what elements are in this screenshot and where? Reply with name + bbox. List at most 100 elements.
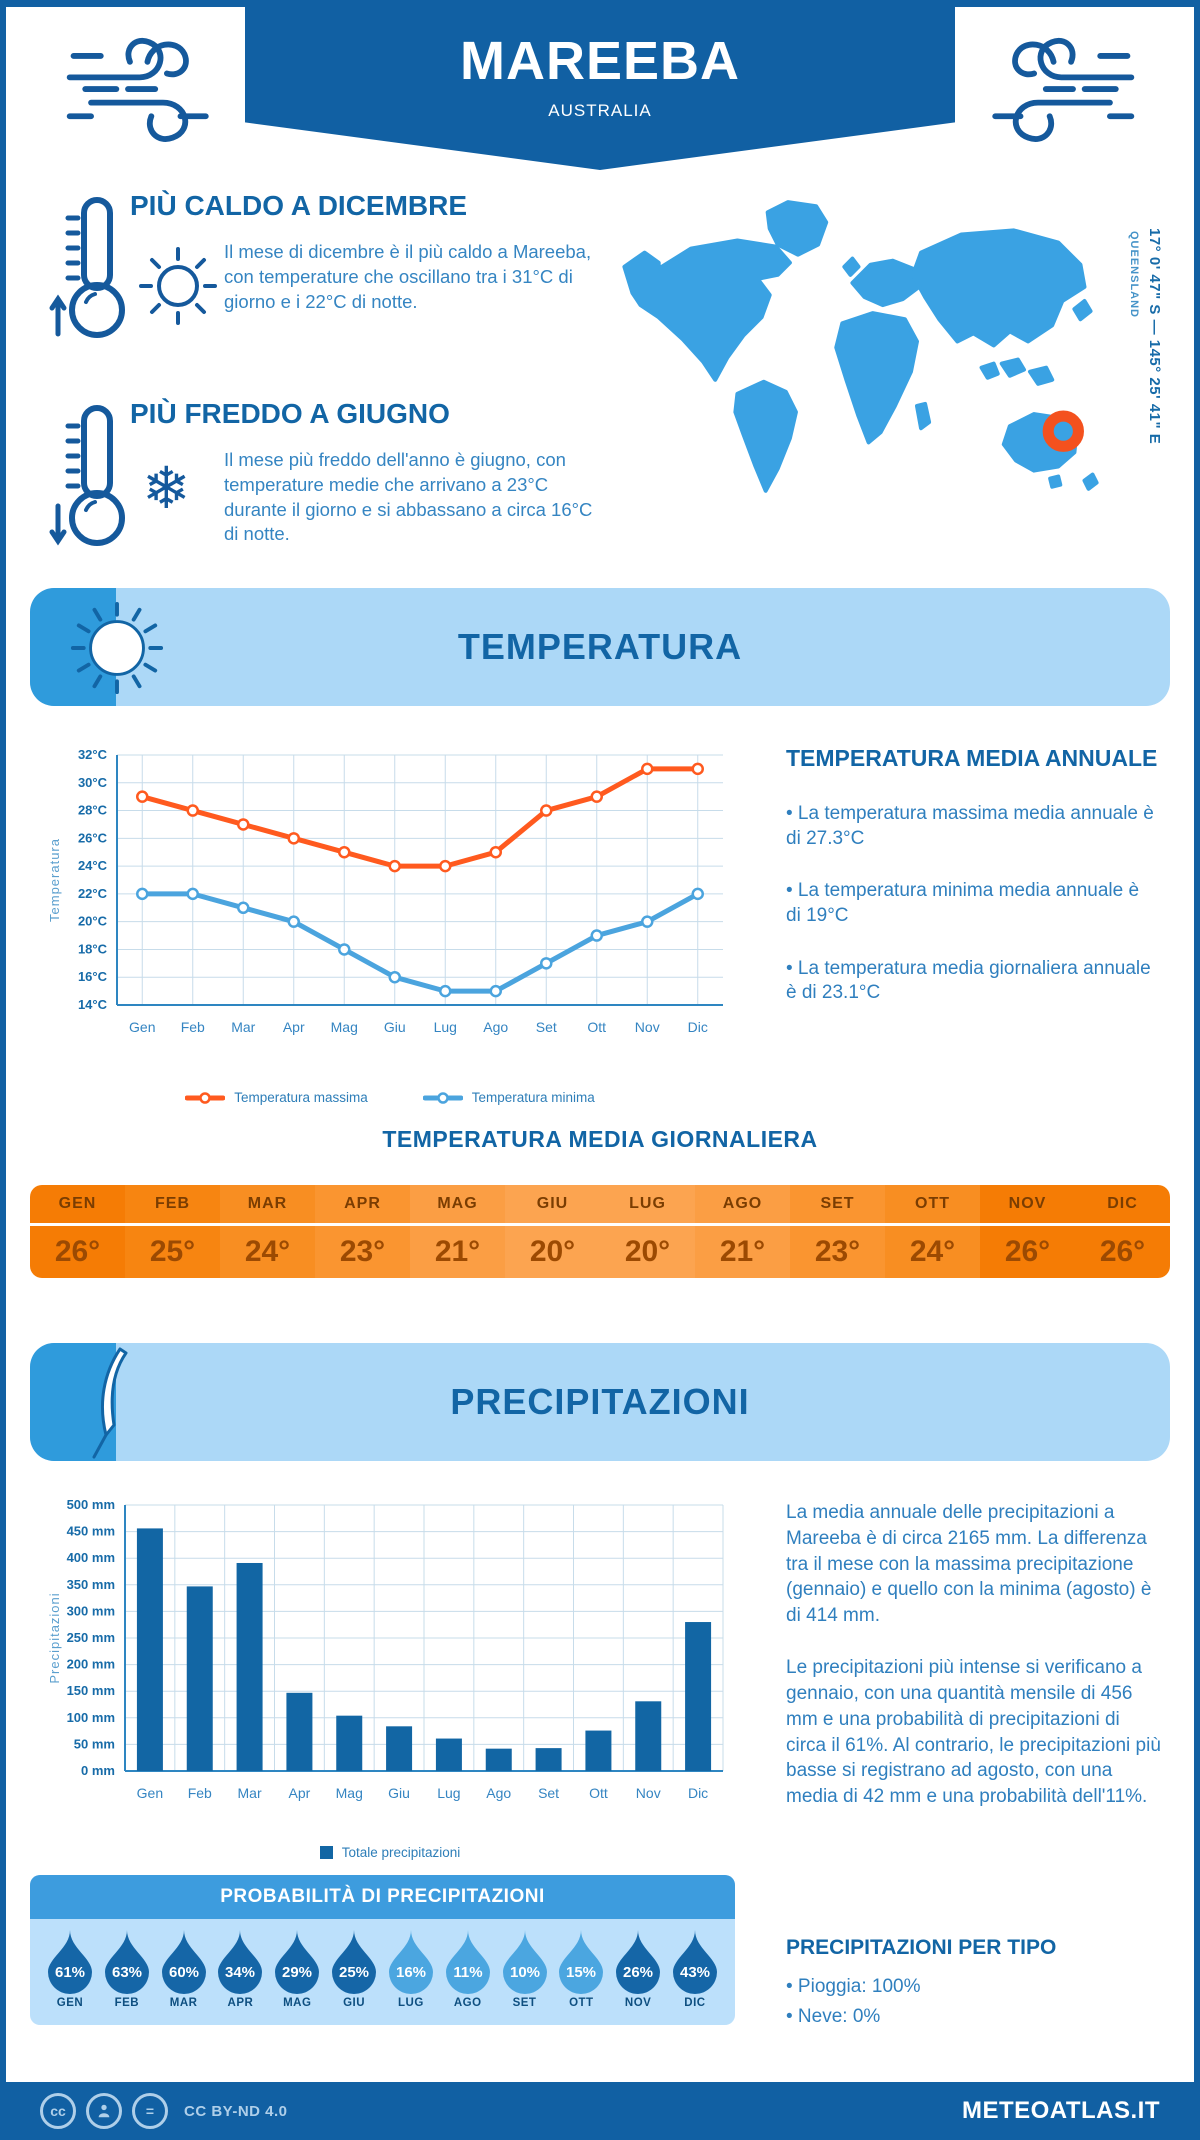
- y-tick-label: 24°C: [78, 858, 108, 873]
- precipitation-paragraph: Le precipitazioni più intense si verific…: [786, 1657, 1161, 1808]
- probability-drop: 34% APR: [214, 1928, 266, 2009]
- temp-value-cell: 26°: [30, 1223, 125, 1278]
- y-tick-label: 32°C: [78, 747, 108, 762]
- land-north-america: [622, 238, 792, 382]
- probability-drop: 26% NOV: [612, 1928, 664, 2009]
- data-point: [489, 845, 502, 859]
- raindrop-icon: 34%: [218, 1930, 263, 1994]
- left-border: [0, 0, 6, 2140]
- probability-month: NOV: [624, 1997, 652, 2009]
- city-title: MAREEBA: [459, 31, 740, 91]
- probability-value: 60%: [169, 1964, 199, 1981]
- probability-value: 15%: [566, 1964, 596, 1981]
- table-column: GEN 26°: [30, 1185, 125, 1278]
- data-point: [287, 832, 300, 845]
- hottest-month-block: PIÙ CALDO A DICEMBRE Il mese di dicembre…: [48, 190, 608, 370]
- probability-drop: 60% MAR: [158, 1928, 210, 2009]
- raindrop-icon: 29%: [275, 1930, 320, 1994]
- land-asia: [910, 228, 1087, 348]
- month-cell: DIC: [1107, 1195, 1138, 1212]
- probability-month: APR: [227, 1997, 254, 2009]
- raindrop-shape: [218, 1930, 263, 1994]
- series-line: [139, 891, 701, 994]
- land-tasmania: [1048, 474, 1063, 489]
- table-column: MAR 24°: [220, 1185, 315, 1278]
- legend-label: Temperatura massima: [234, 1090, 368, 1105]
- temp-value-cell: 26°: [1075, 1223, 1170, 1278]
- thermometer-down-icon: [49, 405, 125, 546]
- x-tick-label: Set: [536, 1019, 557, 1035]
- y-tick-label: 300 mm: [67, 1603, 115, 1618]
- annual-bullet: • La temperatura massima media annuale è…: [786, 803, 1154, 849]
- y-tick-label: 0 mm: [81, 1763, 115, 1778]
- land-madagascar: [914, 401, 932, 431]
- probability-title: PROBABILITÀ DI PRECIPITAZIONI: [30, 1875, 735, 1919]
- precipitation-type-bullets: • Pioggia: 100% • Neve: 0%: [786, 1972, 920, 2033]
- month-cell: SET: [820, 1195, 855, 1212]
- land-australia: [1001, 412, 1079, 473]
- y-tick-label: 18°C: [78, 941, 108, 956]
- probability-value: 16%: [396, 1964, 426, 1981]
- bar: [286, 1692, 313, 1771]
- precipitation-chart: 0 mm 50 mm 100 mm 150 mm 200 mm 250 mm 300 mm 3…: [47, 1497, 724, 1801]
- raindrop-icon: 26%: [616, 1930, 661, 1994]
- raindrop-shape: [275, 1930, 320, 1994]
- probability-drop: 61% GEN: [44, 1928, 96, 2009]
- x-tick-label: Nov: [636, 1785, 661, 1801]
- probability-value: 43%: [680, 1964, 710, 1981]
- legend-item: Temperatura massima: [185, 1090, 368, 1105]
- x-tick-label: Apr: [283, 1019, 305, 1035]
- data-point: [186, 887, 199, 901]
- y-tick-label: 20°C: [78, 914, 108, 929]
- top-border: [0, 0, 1200, 7]
- legend-line-swatch: [185, 1091, 226, 1104]
- table-column: FEB 25°: [125, 1185, 220, 1278]
- data-point: [338, 845, 351, 859]
- temp-value-cell: 21°: [410, 1223, 505, 1278]
- table-column: APR 23°: [315, 1185, 410, 1278]
- y-tick-label: 250 mm: [67, 1630, 115, 1645]
- probability-value: 34%: [225, 1964, 255, 1981]
- y-tick-label: 22°C: [78, 886, 108, 901]
- x-tick-label: Giu: [384, 1019, 406, 1035]
- temperature-section-banner: TEMPERATURA: [30, 588, 1170, 706]
- thermometer-up-icon: [49, 197, 125, 338]
- data-point: [237, 818, 250, 831]
- umbrella-icon: [92, 1347, 128, 1459]
- right-border: [1194, 0, 1200, 2140]
- x-tick-label: Lug: [434, 1019, 457, 1035]
- probability-value: 10%: [509, 1964, 539, 1981]
- x-tick-label: Mag: [331, 1019, 358, 1035]
- probability-drop: 15% OTT: [555, 1928, 607, 2009]
- land-europe: [850, 258, 922, 308]
- type-bullet: • Neve: 0%: [786, 2006, 881, 2028]
- data-point: [439, 859, 452, 873]
- daily-mean-title: TEMPERATURA MEDIA GIORNALIERA: [382, 1126, 818, 1152]
- raindrop-icon: 61%: [48, 1930, 92, 1994]
- y-tick-label: 30°C: [78, 775, 108, 790]
- probability-month: SET: [512, 1997, 537, 2009]
- x-tick-label: Ott: [587, 1019, 606, 1035]
- bar: [386, 1726, 413, 1771]
- y-tick-label: 100 mm: [67, 1710, 115, 1725]
- x-tick-label: Mar: [231, 1019, 255, 1035]
- x-tick-label: Apr: [289, 1785, 311, 1801]
- bar: [236, 1562, 263, 1771]
- probability-value: 11%: [453, 1964, 482, 1981]
- data-point: [186, 804, 199, 817]
- raindrop-shape: [48, 1930, 92, 1994]
- month-cell: GEN: [58, 1195, 97, 1212]
- data-point: [439, 984, 452, 998]
- temp-value-cell: 25°: [125, 1223, 220, 1278]
- daily-temperature-table: GEN 26° FEB 25° MAR 24° APR 23° MAG 21° GIU 20° LUG 2…: [30, 1185, 1170, 1278]
- bar: [186, 1586, 213, 1771]
- hottest-month-title: PIÙ CALDO A DICEMBRE: [130, 190, 468, 221]
- raindrop-icon: 16%: [388, 1930, 433, 1994]
- probability-drop: 16% LUG: [385, 1928, 437, 2009]
- coordinates-label: 17° 0' 47" S — 145° 25' 41" E: [1146, 228, 1163, 445]
- data-point: [136, 790, 149, 803]
- table-column: AGO 21°: [695, 1185, 790, 1278]
- month-cell: LUG: [629, 1195, 666, 1212]
- probability-value: 61%: [55, 1964, 85, 1981]
- y-axis-title: Temperatura: [47, 838, 62, 922]
